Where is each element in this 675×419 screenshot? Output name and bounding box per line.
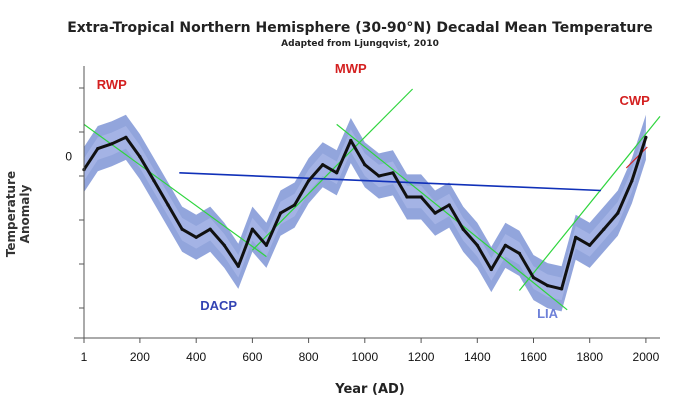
- x-axis-label: Year (AD): [335, 382, 405, 397]
- data-point: [307, 179, 311, 183]
- uncertainty-band-inner: [84, 126, 646, 301]
- period-label-cwp: CWP: [620, 93, 651, 108]
- x-tick-label: 800: [299, 350, 319, 364]
- data-point: [166, 203, 170, 207]
- data-point: [293, 203, 297, 207]
- uncertainty-band-layer: [84, 114, 646, 312]
- data-point: [574, 235, 578, 239]
- data-point: [644, 135, 648, 139]
- data-point: [335, 171, 339, 175]
- data-point: [363, 163, 367, 167]
- data-point: [588, 243, 592, 247]
- data-point: [503, 243, 507, 247]
- x-tick-label: 200: [130, 350, 150, 364]
- data-point: [194, 235, 198, 239]
- x-tick-label: 2000: [633, 350, 660, 364]
- chart-title: Extra-Tropical Northern Hemisphere (30-9…: [67, 20, 653, 36]
- chart-subtitle: Adapted from Ljungqvist, 2010: [281, 39, 439, 49]
- data-point: [546, 284, 550, 288]
- trend-line: [625, 146, 648, 169]
- data-point: [630, 179, 634, 183]
- data-point: [138, 155, 142, 159]
- x-tick-label: 600: [242, 350, 262, 364]
- data-point: [391, 171, 395, 175]
- data-point: [419, 195, 423, 199]
- data-point: [278, 211, 283, 215]
- data-point: [447, 203, 451, 207]
- data-point: [377, 174, 381, 178]
- data-point: [152, 179, 156, 183]
- data-point: [349, 138, 353, 143]
- data-point: [321, 163, 325, 167]
- uncertainty-band: [84, 114, 646, 312]
- data-point: [433, 211, 437, 215]
- data-point: [208, 227, 212, 231]
- trend-line: [336, 123, 568, 311]
- data-point: [560, 287, 564, 291]
- data-point: [602, 227, 606, 231]
- series-layer: [82, 135, 648, 291]
- data-point: [124, 135, 128, 139]
- period-label-dacp: DACP: [200, 298, 237, 313]
- trend-line: [518, 116, 661, 291]
- x-tick-label: 1000: [351, 350, 378, 364]
- data-point: [531, 276, 536, 280]
- data-point: [264, 243, 268, 247]
- x-tick-label: 400: [186, 350, 206, 364]
- x-tick-label: 1800: [576, 350, 603, 364]
- trend-line: [179, 172, 602, 192]
- trend-line: [83, 123, 267, 258]
- data-point: [489, 267, 493, 272]
- data-point: [475, 243, 479, 247]
- data-point: [461, 227, 465, 231]
- annotation-layer: RWP MWP CWP DACP LIA: [97, 61, 650, 321]
- x-tick-label: 1: [81, 350, 88, 364]
- data-point: [250, 227, 254, 231]
- data-point: [110, 142, 114, 146]
- x-tick-label: 1200: [408, 350, 435, 364]
- period-label-rwp: RWP: [97, 77, 127, 92]
- data-point: [616, 211, 620, 215]
- y-tick-label: 0: [65, 150, 72, 164]
- period-label-lia: LIA: [537, 306, 559, 321]
- data-point: [236, 264, 240, 268]
- x-tick-label: 1600: [520, 350, 547, 364]
- data-point: [180, 227, 184, 231]
- data-point: [517, 251, 522, 255]
- data-point: [96, 147, 100, 151]
- x-tick-label: 1400: [464, 350, 491, 364]
- period-label-mwp: MWP: [335, 61, 367, 76]
- axis-layer: 01 200 400 600 800 1000 1200 1400 1600 1800 2000: [65, 66, 660, 364]
- data-point: [405, 195, 409, 199]
- data-point: [222, 243, 226, 247]
